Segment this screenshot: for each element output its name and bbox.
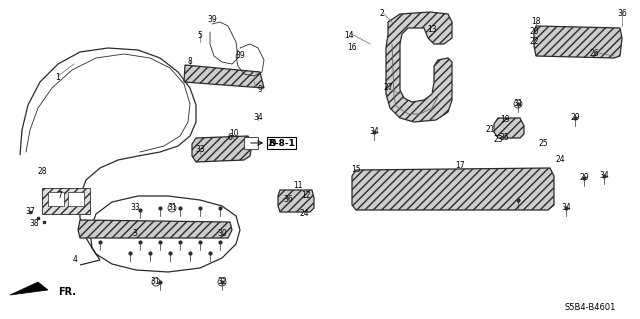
Text: 24: 24 <box>299 209 309 218</box>
Bar <box>48 192 64 206</box>
Text: FR.: FR. <box>58 287 76 297</box>
Text: 35: 35 <box>499 133 509 143</box>
Text: 24: 24 <box>555 155 565 165</box>
Text: 2: 2 <box>380 10 385 19</box>
Text: 3: 3 <box>132 228 138 238</box>
Text: 1: 1 <box>56 73 60 83</box>
Text: 26: 26 <box>589 49 599 58</box>
Text: 34: 34 <box>599 172 609 181</box>
Text: 14: 14 <box>344 31 354 40</box>
Polygon shape <box>10 282 48 295</box>
Text: 38: 38 <box>29 219 39 228</box>
Text: 33: 33 <box>130 204 140 212</box>
Text: 10: 10 <box>229 129 239 137</box>
Text: 6: 6 <box>228 133 232 143</box>
Text: 36: 36 <box>617 10 627 19</box>
Text: 29: 29 <box>570 114 580 122</box>
Text: 34: 34 <box>369 128 379 137</box>
Polygon shape <box>278 190 314 212</box>
Bar <box>244 137 258 149</box>
Text: 23: 23 <box>493 136 503 145</box>
Text: 39: 39 <box>207 16 217 25</box>
Text: 7: 7 <box>58 191 63 201</box>
Text: 34: 34 <box>253 113 263 122</box>
Polygon shape <box>192 136 252 162</box>
Polygon shape <box>352 168 554 210</box>
Text: 20: 20 <box>529 27 539 36</box>
Text: 34: 34 <box>561 204 571 212</box>
Text: 5: 5 <box>198 31 202 40</box>
Text: 27: 27 <box>383 84 393 93</box>
Text: 28: 28 <box>37 167 47 176</box>
Polygon shape <box>534 26 622 58</box>
Text: 16: 16 <box>347 43 357 53</box>
Text: 13: 13 <box>427 26 437 34</box>
Polygon shape <box>494 118 524 138</box>
Text: 39: 39 <box>235 50 245 60</box>
Text: 37: 37 <box>25 207 35 217</box>
Text: 19: 19 <box>500 115 510 124</box>
Text: 31: 31 <box>167 204 177 212</box>
Polygon shape <box>386 12 452 122</box>
Text: 8: 8 <box>188 57 193 66</box>
Text: 11: 11 <box>293 182 303 190</box>
Text: 33: 33 <box>195 145 205 154</box>
Text: 22: 22 <box>529 38 539 47</box>
Text: 21: 21 <box>485 125 495 135</box>
Text: 36: 36 <box>283 196 293 204</box>
Text: B-8-1: B-8-1 <box>268 138 295 147</box>
Bar <box>68 192 84 206</box>
Text: 29: 29 <box>267 138 277 147</box>
Text: 15: 15 <box>351 166 361 174</box>
Polygon shape <box>184 65 264 88</box>
Polygon shape <box>78 220 232 238</box>
Text: 31: 31 <box>150 278 160 286</box>
Text: S5B4-B4601: S5B4-B4601 <box>564 303 616 313</box>
Text: 4: 4 <box>72 256 77 264</box>
Text: 25: 25 <box>538 139 548 149</box>
Polygon shape <box>42 188 90 214</box>
Text: 17: 17 <box>455 160 465 169</box>
Text: 29: 29 <box>579 174 589 182</box>
Text: 32: 32 <box>217 278 227 286</box>
Text: 30: 30 <box>217 228 227 238</box>
Text: 18: 18 <box>531 18 541 26</box>
Text: 31: 31 <box>513 100 523 108</box>
Text: 12: 12 <box>301 191 311 201</box>
Text: 9: 9 <box>257 85 262 94</box>
